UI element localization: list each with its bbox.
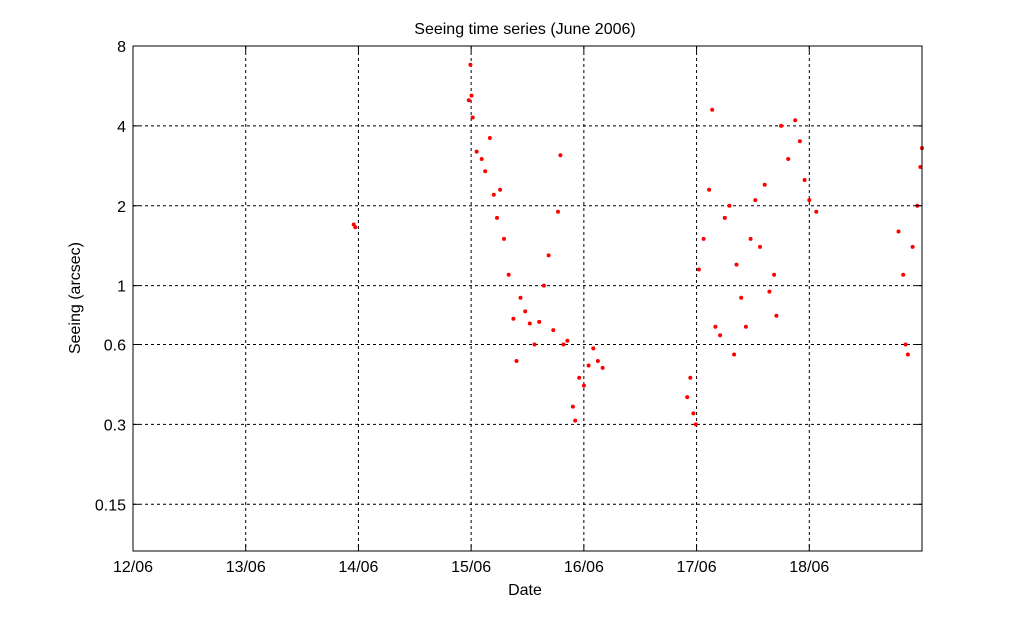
- data-point: [786, 157, 791, 161]
- x-tick-label: 17/06: [677, 559, 717, 576]
- data-point: [707, 187, 712, 192]
- y-tick-labels: 0.15 0.3 0.6 1 2 4 8: [95, 39, 126, 514]
- data-point: [718, 333, 723, 338]
- data-point: [722, 215, 727, 220]
- data-point: [353, 225, 358, 230]
- x-tick-label: 16/06: [564, 559, 604, 576]
- data-point: [541, 283, 546, 288]
- data-point: [523, 309, 528, 314]
- y-tick-label: 0.3: [104, 417, 126, 434]
- data-point: [793, 118, 798, 123]
- x-tick-label: 18/06: [789, 559, 829, 576]
- data-point: [802, 178, 807, 182]
- data-point: [498, 187, 503, 192]
- data-point: [546, 253, 551, 258]
- x-axis-label: Date: [508, 582, 542, 599]
- data-point: [691, 411, 696, 416]
- data-point: [758, 244, 762, 249]
- y-tick-label: 4: [117, 119, 126, 136]
- data-point: [779, 123, 784, 128]
- y-tick-label: 2: [117, 199, 126, 216]
- data-point: [896, 229, 901, 234]
- x-tick-label: 14/06: [338, 559, 378, 576]
- data-point: [591, 346, 596, 351]
- data-point: [595, 359, 600, 363]
- data-point: [710, 107, 715, 112]
- data-point: [685, 395, 690, 400]
- data-point: [701, 236, 706, 241]
- x-tick-label: 12/06: [113, 559, 153, 576]
- data-point: [470, 115, 475, 120]
- y-tick-label: 0.6: [104, 338, 126, 355]
- data-point: [693, 422, 698, 427]
- data-point: [469, 93, 474, 98]
- data-point: [527, 321, 532, 326]
- data-point: [532, 342, 537, 347]
- data-point: [903, 342, 908, 347]
- data-point: [556, 209, 560, 214]
- data-point: [910, 244, 915, 249]
- data-point: [734, 262, 739, 267]
- data-point: [739, 295, 744, 300]
- data-point: [483, 169, 488, 174]
- data-point: [713, 324, 718, 329]
- data-point: [814, 209, 819, 214]
- data-point: [901, 272, 906, 277]
- data-point: [487, 136, 492, 140]
- data-point: [518, 295, 523, 300]
- plot-frame: [132, 45, 923, 552]
- data-point: [762, 182, 767, 187]
- data-point: [551, 328, 556, 333]
- x-tick-label: 15/06: [451, 559, 491, 576]
- y-tick-label: 1: [117, 279, 126, 296]
- data-point: [573, 418, 578, 423]
- data-point: [537, 319, 542, 324]
- data-point: [511, 316, 516, 321]
- data-point: [767, 289, 772, 294]
- data-point: [797, 139, 802, 144]
- y-axis-label: Seeing (arcsec): [67, 242, 84, 354]
- data-point: [753, 198, 758, 203]
- data-point: [479, 157, 484, 161]
- data-point: [600, 365, 605, 370]
- data-point: [577, 375, 582, 380]
- grid-lines: [133, 46, 922, 551]
- data-point: [696, 267, 701, 272]
- data-point: [514, 359, 519, 363]
- data-point: [561, 342, 566, 347]
- y-tick-label: 0.15: [95, 497, 126, 514]
- data-points: [351, 62, 924, 427]
- data-point: [732, 352, 737, 357]
- data-point: [468, 62, 473, 67]
- data-point: [506, 272, 511, 277]
- data-point: [727, 203, 732, 208]
- data-point: [918, 165, 923, 169]
- data-point: [748, 236, 753, 241]
- data-point: [565, 338, 570, 343]
- data-point: [570, 404, 575, 409]
- data-point: [495, 215, 499, 220]
- x-tick-label: 13/06: [226, 559, 266, 576]
- y-tick-label: 8: [117, 39, 126, 56]
- data-point: [905, 352, 910, 357]
- data-point: [502, 236, 506, 241]
- data-point: [558, 153, 563, 158]
- data-point: [774, 313, 779, 318]
- chart-title: Seeing time series (June 2006): [414, 21, 635, 38]
- axis-ticks: [132, 45, 922, 551]
- data-point: [581, 383, 586, 388]
- data-point: [772, 272, 777, 277]
- data-point: [807, 198, 812, 203]
- data-point: [491, 192, 496, 197]
- data-point: [586, 363, 591, 368]
- data-point: [466, 98, 471, 103]
- x-tick-labels: 12/06 13/06 14/06 15/06 16/06 17/06 18/06: [113, 559, 829, 576]
- data-point: [743, 324, 748, 329]
- data-point: [688, 375, 693, 380]
- data-point: [474, 149, 479, 154]
